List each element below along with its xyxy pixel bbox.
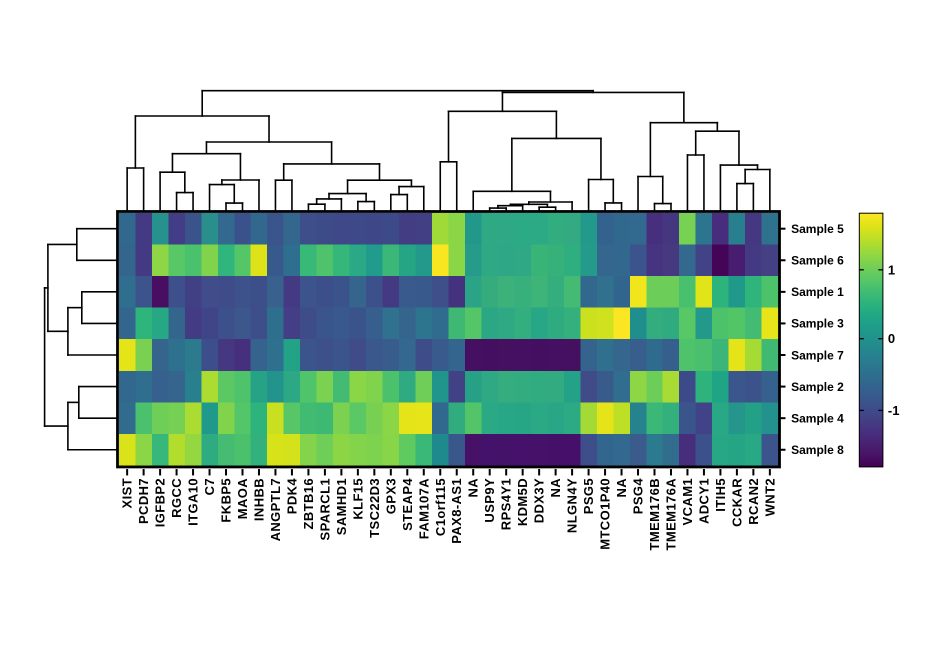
svg-text:C1orf115: C1orf115 <box>433 478 448 536</box>
svg-text:SPARCL1: SPARCL1 <box>317 478 332 541</box>
svg-text:PAX8-AS1: PAX8-AS1 <box>449 478 464 544</box>
svg-text:IGFBP2: IGFBP2 <box>153 478 168 527</box>
svg-text:TMEM176B: TMEM176B <box>647 478 662 551</box>
svg-text:Sample 4: Sample 4 <box>791 411 844 425</box>
svg-text:NA: NA <box>614 478 629 498</box>
svg-text:MAOA: MAOA <box>235 478 250 520</box>
svg-text:FKBP5: FKBP5 <box>219 478 234 523</box>
svg-text:Sample 5: Sample 5 <box>791 222 844 236</box>
svg-text:1: 1 <box>888 262 895 277</box>
svg-text:Sample 2: Sample 2 <box>791 380 844 394</box>
svg-text:-1: -1 <box>888 403 900 418</box>
svg-text:WNT2: WNT2 <box>762 478 777 516</box>
svg-text:NLGN4Y: NLGN4Y <box>565 478 580 533</box>
svg-text:RGCC: RGCC <box>169 478 184 518</box>
svg-text:Sample 3: Sample 3 <box>791 317 844 331</box>
svg-text:PSG5: PSG5 <box>581 478 596 514</box>
svg-text:Sample 8: Sample 8 <box>791 443 844 457</box>
svg-text:VCAM1: VCAM1 <box>680 478 695 526</box>
svg-text:USP9Y: USP9Y <box>482 478 497 523</box>
svg-text:INHBB: INHBB <box>251 478 266 521</box>
svg-text:NA: NA <box>466 478 481 498</box>
svg-text:TSC22D3: TSC22D3 <box>367 478 382 538</box>
svg-text:SAMHD1: SAMHD1 <box>334 478 349 535</box>
svg-text:ITIH5: ITIH5 <box>713 478 728 512</box>
svg-text:KLF15: KLF15 <box>350 478 365 520</box>
svg-text:ITGA10: ITGA10 <box>186 478 201 526</box>
svg-text:PSG4: PSG4 <box>631 478 646 515</box>
svg-text:STEAP4: STEAP4 <box>400 478 415 531</box>
svg-text:ANGPTL7: ANGPTL7 <box>268 478 283 541</box>
svg-text:0: 0 <box>888 331 895 346</box>
svg-text:XIST: XIST <box>120 478 135 509</box>
svg-text:MTCO1P40: MTCO1P40 <box>598 478 613 550</box>
svg-text:DDX3Y: DDX3Y <box>532 478 547 523</box>
svg-text:PCDH7: PCDH7 <box>136 478 151 524</box>
svg-text:C7: C7 <box>202 478 217 495</box>
svg-text:Sample 1: Sample 1 <box>791 285 844 299</box>
svg-text:KDM5D: KDM5D <box>515 478 530 526</box>
svg-text:Sample 6: Sample 6 <box>791 254 844 268</box>
svg-text:GPX3: GPX3 <box>383 478 398 514</box>
svg-text:ZBTB16: ZBTB16 <box>301 478 316 530</box>
svg-text:RPS4Y1: RPS4Y1 <box>499 478 514 530</box>
svg-text:FAM107A: FAM107A <box>416 478 431 540</box>
svg-text:ADCY1: ADCY1 <box>696 478 711 524</box>
svg-text:PDK4: PDK4 <box>284 478 299 515</box>
svg-text:TMEM176A: TMEM176A <box>663 478 678 551</box>
svg-text:RCAN2: RCAN2 <box>746 478 761 525</box>
svg-text:CCKAR: CCKAR <box>729 478 744 527</box>
svg-text:NA: NA <box>548 478 563 498</box>
svg-text:Sample 7: Sample 7 <box>791 348 844 362</box>
